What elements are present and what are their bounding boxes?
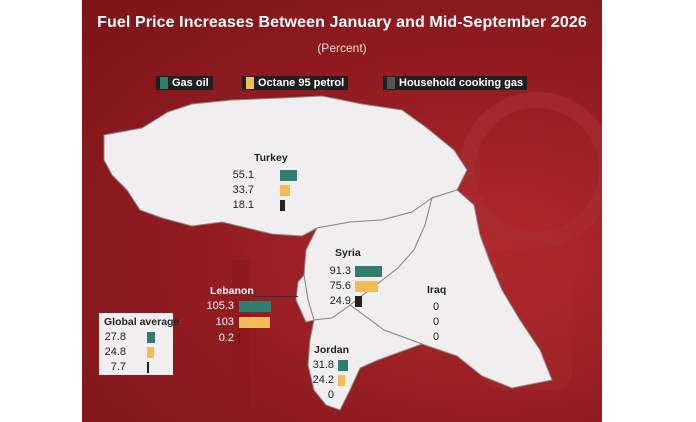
legend-cooking-gas-label: Household cooking gas: [399, 77, 524, 89]
jordan-label: Jordan: [314, 344, 350, 356]
lebanon-octane-value: 103: [215, 316, 234, 328]
turkey-octane-value: 33.7: [232, 184, 254, 196]
turkey-gas-oil-bar: [280, 170, 297, 181]
syria-octane-bar: [355, 281, 378, 292]
global-average-label: Global average: [104, 316, 180, 328]
chart-subtitle: (Percent): [317, 41, 367, 55]
legend-gas-oil: Gas oil: [156, 76, 213, 90]
syria-gas-oil-value: 91.3: [329, 265, 351, 277]
jordan-shape: [307, 304, 424, 411]
lebanon-cooking-gas-bar: [239, 333, 240, 344]
iraq-label: Iraq: [427, 284, 447, 296]
pump-pole-decoration: [232, 260, 250, 410]
turkey-label: Turkey: [254, 152, 288, 164]
iraq-cooking-gas-value: 0: [432, 331, 440, 343]
global-gas-oil-value: 27.8: [104, 331, 126, 343]
lebanon-leader-line: [252, 296, 298, 297]
syria-gas-oil-bar: [355, 266, 383, 277]
turkey-cooking-gas-value: 18.1: [232, 199, 254, 211]
iraq-shape: [349, 189, 553, 389]
syria-label: Syria: [335, 247, 361, 259]
global-octane-bar: [147, 347, 155, 358]
global-gas-oil-bar: [147, 332, 156, 343]
iraq-gas-oil-value: 0: [432, 301, 440, 313]
legend-cooking-gas-swatch: [387, 77, 395, 89]
global-cooking-gas-bar: [147, 362, 150, 373]
iraq-octane-value: 0: [432, 316, 440, 328]
legend-gas-oil-swatch: [160, 77, 168, 89]
syria-cooking-gas-bar: [355, 296, 363, 307]
turkey-cooking-gas-bar: [280, 200, 286, 211]
region-map: [103, 95, 553, 411]
lebanon-octane-bar: [239, 317, 270, 328]
syria-octane-value: 75.6: [329, 280, 351, 292]
jordan-gas-oil-bar: [338, 360, 348, 371]
legend-cooking-gas: Household cooking gas: [383, 76, 528, 90]
global-average-box: [99, 313, 173, 375]
jordan-cooking-gas-value: 0: [327, 389, 334, 401]
jordan-octane-bar: [338, 375, 346, 386]
legend-octane: Octane 95 petrol: [242, 76, 349, 90]
lebanon-cooking-gas-value: 0.2: [218, 332, 234, 344]
turkey-octane-bar: [280, 185, 291, 196]
jordan-gas-oil-value: 31.8: [312, 359, 334, 371]
lebanon-shape: [295, 273, 315, 323]
syria-cooking-gas-value: 24.9: [329, 295, 351, 307]
turkey-gas-oil-value: 55.1: [232, 169, 254, 181]
infographic-panel: Fuel Price Increases Between January and…: [82, 0, 602, 422]
global-cooking-gas-value: 7.7: [110, 361, 126, 373]
global-octane-value: 24.8: [104, 346, 126, 358]
legend-octane-swatch: [246, 77, 254, 89]
legend-gas-oil-label: Gas oil: [172, 77, 209, 89]
lebanon-gas-oil-value: 105.3: [206, 300, 234, 312]
jordan-octane-value: 24.2: [312, 374, 334, 386]
lebanon-label: Lebanon: [210, 285, 254, 297]
chart-title: Fuel Price Increases Between January and…: [97, 14, 587, 31]
lebanon-gas-oil-bar: [239, 301, 271, 312]
legend-octane-label: Octane 95 petrol: [258, 77, 345, 89]
